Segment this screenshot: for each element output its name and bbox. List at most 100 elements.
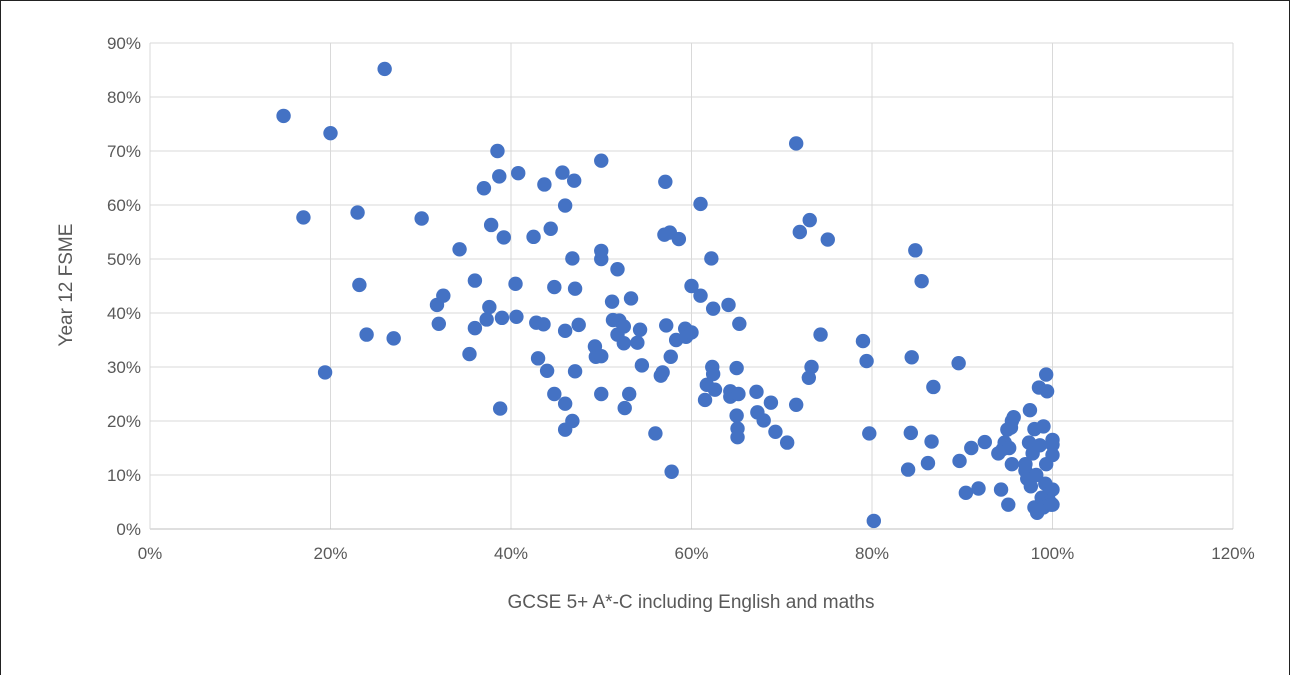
scatter-point bbox=[768, 424, 783, 439]
y-tick-label: 50% bbox=[107, 250, 141, 269]
scatter-point bbox=[490, 143, 505, 159]
scatter-point bbox=[1004, 457, 1020, 472]
scatter-point bbox=[1045, 447, 1060, 463]
scatter-point bbox=[323, 125, 338, 141]
scatter-point bbox=[900, 462, 916, 477]
scatter-point bbox=[1038, 367, 1054, 382]
y-tick-label: 60% bbox=[107, 196, 141, 215]
scatter-point bbox=[526, 229, 541, 245]
scatter-point bbox=[1045, 497, 1060, 512]
scatter-point bbox=[610, 262, 625, 277]
scatter-point bbox=[914, 273, 929, 289]
scatter-point bbox=[958, 485, 974, 501]
scatter-point bbox=[350, 205, 365, 220]
scatter-point bbox=[604, 294, 620, 309]
scatter-point bbox=[729, 408, 744, 423]
scatter-point bbox=[1045, 437, 1060, 452]
scatter-point bbox=[359, 327, 374, 342]
x-tick-label: 80% bbox=[855, 544, 889, 563]
scatter-point bbox=[1045, 482, 1060, 497]
scatter-point bbox=[1022, 403, 1038, 418]
scatter-point bbox=[616, 319, 632, 334]
y-tick-labels: 0% 10% 20% 30% 40% 50% 60% 70% 80% 90% bbox=[107, 34, 141, 539]
x-tick-labels: 0% 20% 40% 60% 80% 100% 120% bbox=[138, 544, 1255, 563]
scatter-point bbox=[732, 316, 747, 331]
scatter-point bbox=[623, 291, 639, 306]
scatter-point bbox=[530, 351, 546, 366]
scatter-point bbox=[496, 230, 511, 245]
scatter-point bbox=[594, 386, 609, 402]
scatter-point bbox=[555, 165, 570, 180]
scatter-point bbox=[543, 221, 558, 236]
y-axis-title: Year 12 FSME bbox=[56, 224, 77, 347]
x-tick-label: 0% bbox=[138, 544, 163, 563]
scatter-point bbox=[1001, 440, 1017, 456]
scatter-point bbox=[663, 349, 678, 364]
scatter-point bbox=[414, 211, 429, 226]
scatter-point bbox=[802, 212, 817, 228]
scatter-point bbox=[730, 421, 745, 436]
scatter-point bbox=[511, 165, 526, 181]
y-tick-label: 20% bbox=[107, 412, 141, 431]
scatter-point bbox=[565, 251, 580, 266]
scatter-point bbox=[483, 217, 499, 233]
scatter-point bbox=[276, 108, 291, 124]
scatter-point bbox=[1036, 419, 1051, 434]
scatter-point bbox=[697, 392, 713, 408]
scatter-point bbox=[296, 210, 311, 225]
scatter-point bbox=[377, 61, 392, 77]
scatter-point bbox=[648, 426, 663, 441]
scatter-point bbox=[467, 273, 483, 288]
scatter-point bbox=[431, 316, 446, 331]
scatter-point bbox=[476, 181, 492, 196]
scatter-point bbox=[536, 317, 551, 332]
y-tick-label: 80% bbox=[107, 88, 141, 107]
scatter-point bbox=[547, 386, 562, 402]
scatter-point bbox=[707, 382, 723, 397]
scatter-point bbox=[924, 434, 939, 449]
scatter-point bbox=[594, 349, 609, 364]
scatter-point bbox=[617, 400, 632, 416]
scatter-point bbox=[952, 453, 967, 469]
y-tick-label: 40% bbox=[107, 304, 141, 323]
scatter-point bbox=[467, 320, 483, 336]
scatter-point bbox=[693, 196, 708, 212]
scatter-point bbox=[658, 174, 673, 189]
x-tick-label: 20% bbox=[313, 544, 347, 563]
scatter-point bbox=[622, 386, 637, 402]
scatter-point bbox=[684, 325, 699, 340]
scatter-point bbox=[801, 370, 817, 385]
scatter-point bbox=[862, 426, 877, 441]
scatter-point bbox=[655, 365, 670, 380]
scatter-point bbox=[855, 333, 871, 349]
scatter-point bbox=[634, 358, 650, 373]
x-axis-title: GCSE 5+ A*-C including English and maths bbox=[507, 592, 874, 613]
scatter-point bbox=[557, 396, 573, 411]
scatter-point bbox=[964, 440, 979, 456]
y-tick-label: 10% bbox=[107, 466, 141, 485]
scatter-point bbox=[537, 177, 552, 192]
scatter-point bbox=[1039, 384, 1055, 399]
scatter-point bbox=[508, 276, 523, 292]
scatter-point bbox=[547, 279, 562, 295]
scatter-point bbox=[479, 312, 494, 327]
scatter-point bbox=[664, 464, 679, 479]
scatter-point bbox=[788, 136, 804, 151]
scatter-point bbox=[859, 353, 874, 369]
x-tick-label: 100% bbox=[1031, 544, 1074, 563]
scatter-point bbox=[788, 397, 804, 412]
scatter-point bbox=[704, 251, 719, 266]
scatter-point bbox=[317, 365, 333, 380]
scatter-point bbox=[571, 317, 586, 333]
scatter-point bbox=[866, 513, 882, 529]
scatter-point bbox=[993, 482, 1009, 497]
scatter-point bbox=[693, 288, 708, 303]
x-tick-label: 120% bbox=[1211, 544, 1254, 563]
scatter-point bbox=[749, 384, 764, 400]
scatter-point bbox=[792, 224, 807, 240]
scatter-point bbox=[1021, 435, 1037, 450]
scatter-point bbox=[1032, 438, 1048, 453]
y-tick-label: 90% bbox=[107, 34, 141, 53]
scatter-point bbox=[594, 251, 609, 267]
